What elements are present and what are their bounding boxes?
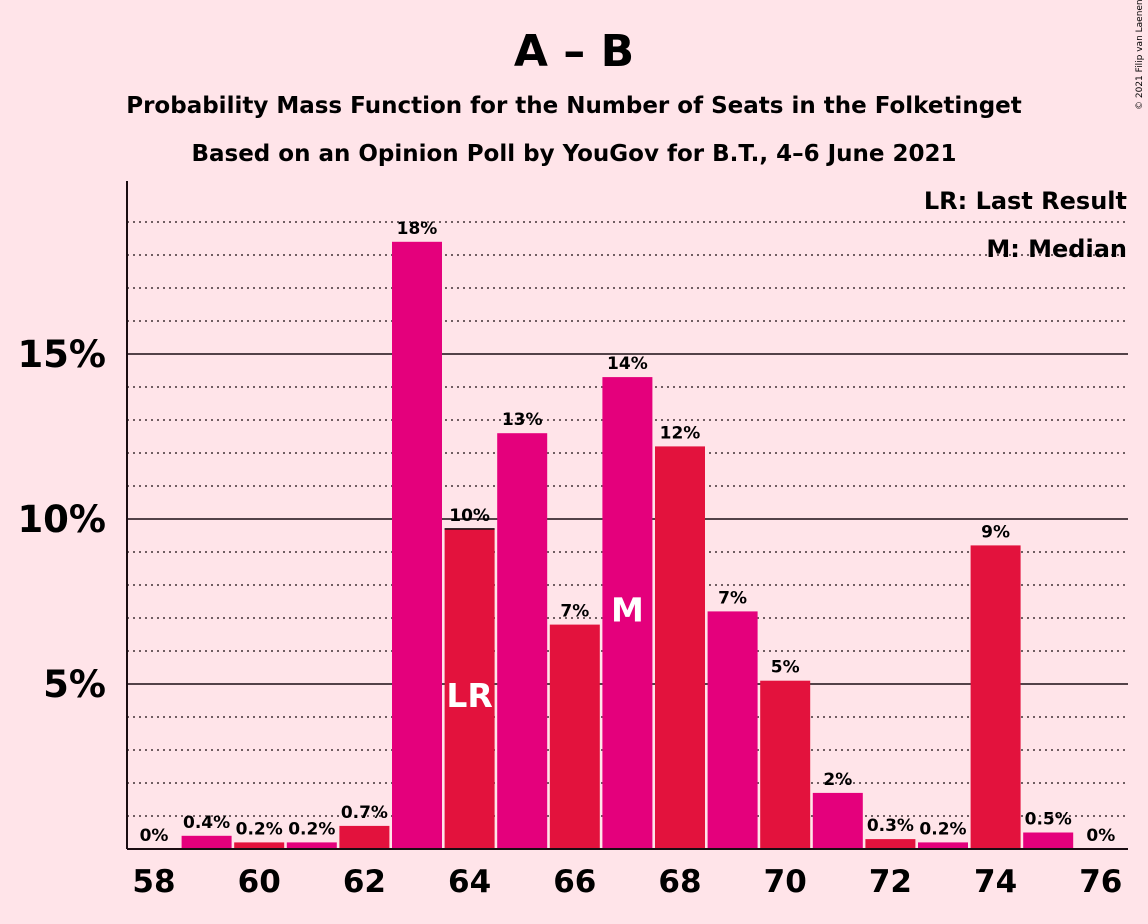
x-tick-label: 70 (764, 864, 807, 900)
legend-last-result: LR: Last Result (924, 187, 1127, 215)
bar-seat-74 (970, 545, 1021, 849)
bar-seat-72 (865, 839, 916, 849)
x-tick-label: 58 (132, 864, 175, 900)
data-labels: 0%0.4% 0.2% 0.2%0.7%18%10%13%7%14%12%7%5%2… (140, 219, 1116, 846)
bar-seat-59 (181, 835, 232, 849)
y-tick-label: 15% (17, 333, 106, 376)
x-tick-label: 62 (343, 864, 386, 900)
legend-median: M: Median (986, 235, 1127, 263)
bar-seat-71 (812, 792, 863, 849)
bar-seat-66 (549, 624, 600, 849)
data-label-seat-61: 0.2% (288, 819, 335, 839)
bars (181, 241, 1074, 850)
bar-markers: LR M (444, 528, 644, 715)
data-label-seat-58: 0% (140, 826, 169, 846)
x-tick-label: 68 (658, 864, 701, 900)
bar-seat-70 (760, 680, 811, 849)
data-label-seat-64: 10% (449, 506, 490, 526)
bar-seat-75 (1023, 832, 1074, 849)
bar-seat-68 (655, 446, 705, 849)
data-label-seat-71: 2% (823, 770, 852, 790)
data-label-seat-75: 0.5% (1025, 810, 1072, 830)
bar-seat-67 (602, 377, 653, 849)
y-tick-label: 10% (17, 498, 106, 541)
x-tick-label: 72 (869, 864, 912, 900)
chart-subtitle-2: Based on an Opinion Poll by YouGov for B… (191, 141, 956, 167)
data-label-seat-69: 7% (718, 588, 747, 608)
data-label-seat-59: 0.4% (183, 813, 230, 833)
chart-title: A – B (514, 26, 634, 77)
y-tick-label: 5% (43, 663, 106, 706)
x-tick-label: 66 (553, 864, 596, 900)
data-label-seat-70: 5% (771, 658, 800, 678)
bar-seat-63 (392, 241, 442, 850)
bar-seat-73 (918, 842, 968, 849)
bar-seat-65 (497, 433, 548, 849)
data-label-seat-60: 0.2% (236, 819, 283, 839)
data-label-seat-72: 0.3% (867, 816, 914, 836)
grid-lines (127, 221, 1128, 817)
x-tick-label: 64 (448, 864, 491, 900)
data-label-seat-76: 0% (1086, 826, 1115, 846)
bar-seat-60 (234, 842, 285, 849)
x-tick-label: 76 (1079, 864, 1122, 900)
bar-seat-69 (707, 611, 758, 849)
x-tick-labels: 58 60 62 64 66 68 70 72 74 76 (132, 864, 1122, 900)
chart-subtitle-1: Probability Mass Function for the Number… (126, 93, 1022, 119)
last-result-marker: LR (446, 676, 492, 715)
data-label-seat-62: 0.7% (341, 803, 388, 823)
y-tick-labels: 5% 10% 15% (17, 333, 106, 706)
data-label-seat-68: 12% (660, 423, 701, 443)
data-label-seat-65: 13% (502, 410, 543, 430)
median-marker: M (611, 590, 644, 629)
data-label-seat-73: 0.2% (919, 819, 966, 839)
bar-seat-61 (286, 842, 337, 849)
data-label-seat-67: 14% (607, 354, 648, 374)
x-tick-label: 74 (974, 864, 1017, 900)
bar-seat-64 (444, 528, 495, 849)
copyright-text: © 2021 Filip van Laenen (1135, 0, 1145, 110)
data-label-seat-63: 18% (397, 219, 438, 239)
data-label-seat-66: 7% (560, 602, 589, 622)
bar-seat-62 (339, 825, 390, 849)
x-tick-label: 60 (238, 864, 281, 900)
data-label-seat-74: 9% (981, 522, 1010, 542)
